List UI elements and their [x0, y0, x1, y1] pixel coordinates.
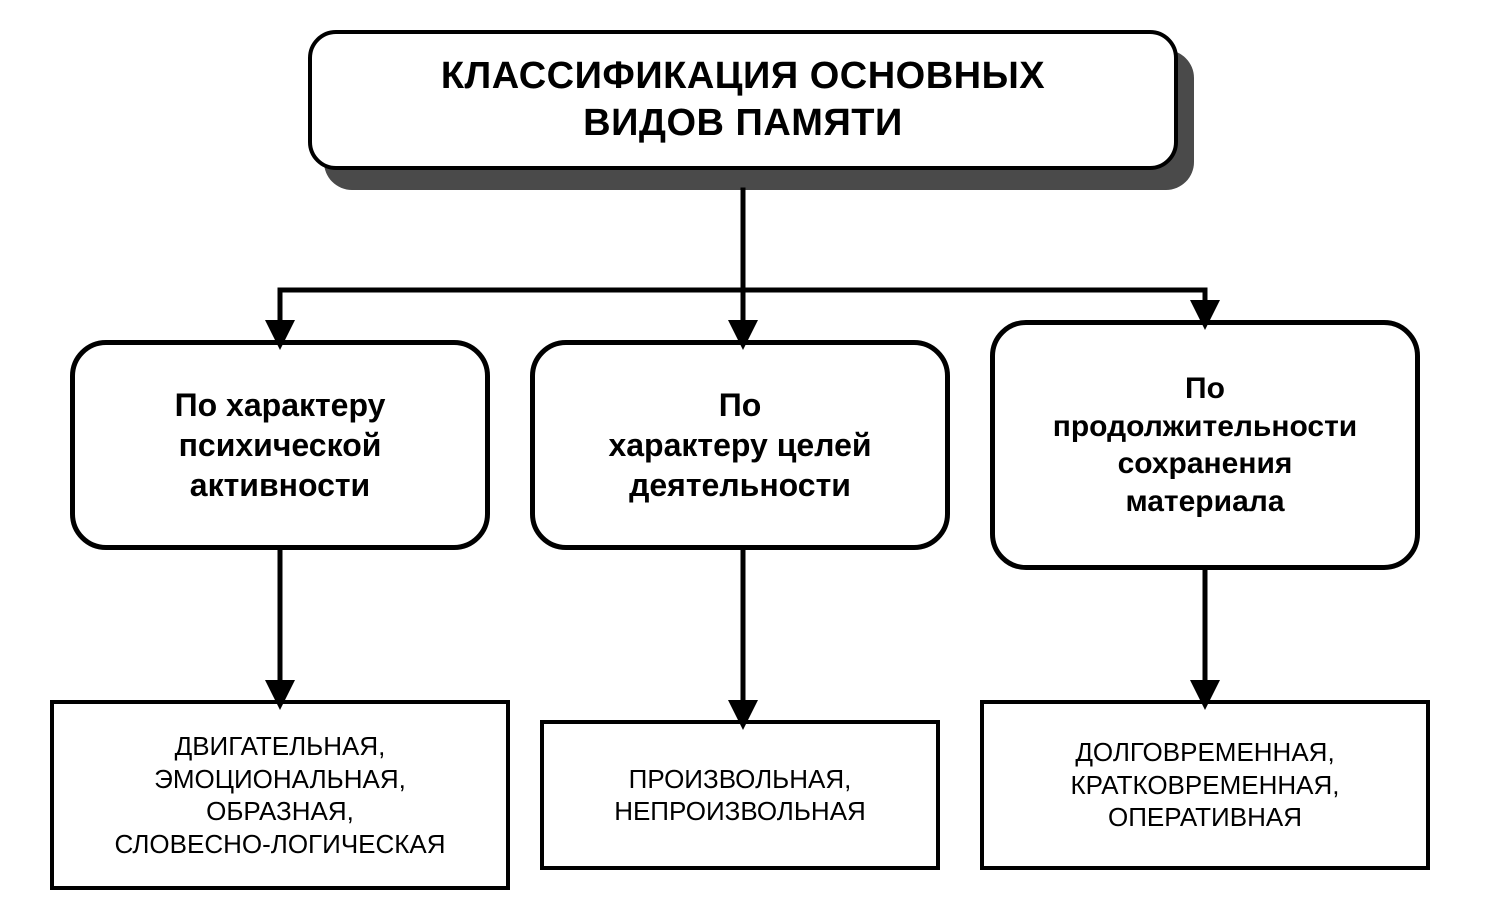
leaf-label: ПРОИЗВОЛЬНАЯ, НЕПРОИЗВОЛЬНАЯ	[614, 763, 866, 828]
category-label: По характеру психической активности	[175, 385, 386, 505]
leaf-goals: ПРОИЗВОЛЬНАЯ, НЕПРОИЗВОЛЬНАЯ	[540, 720, 940, 870]
category-label: По продолжительности сохранения материал…	[1053, 370, 1358, 520]
leaf-label: ДВИГАТЕЛЬНАЯ, ЭМОЦИОНАЛЬНАЯ, ОБРАЗНАЯ, С…	[114, 730, 445, 860]
diagram-canvas: КЛАССИФИКАЦИЯ ОСНОВНЫХ ВИДОВ ПАМЯТИ По х…	[0, 0, 1488, 917]
leaf-label: ДОЛГОВРЕМЕННАЯ, КРАТКОВРЕМЕННАЯ, ОПЕРАТИ…	[1071, 736, 1340, 834]
category-label: По характеру целей деятельности	[608, 385, 871, 505]
leaf-duration: ДОЛГОВРЕМЕННАЯ, КРАТКОВРЕМЕННАЯ, ОПЕРАТИ…	[980, 700, 1430, 870]
category-goals: По характеру целей деятельности	[530, 340, 950, 550]
title-box: КЛАССИФИКАЦИЯ ОСНОВНЫХ ВИДОВ ПАМЯТИ	[308, 30, 1178, 170]
category-psych-activity: По характеру психической активности	[70, 340, 490, 550]
category-duration: По продолжительности сохранения материал…	[990, 320, 1420, 570]
leaf-psych: ДВИГАТЕЛЬНАЯ, ЭМОЦИОНАЛЬНАЯ, ОБРАЗНАЯ, С…	[50, 700, 510, 890]
title-text: КЛАССИФИКАЦИЯ ОСНОВНЫХ ВИДОВ ПАМЯТИ	[441, 53, 1045, 148]
